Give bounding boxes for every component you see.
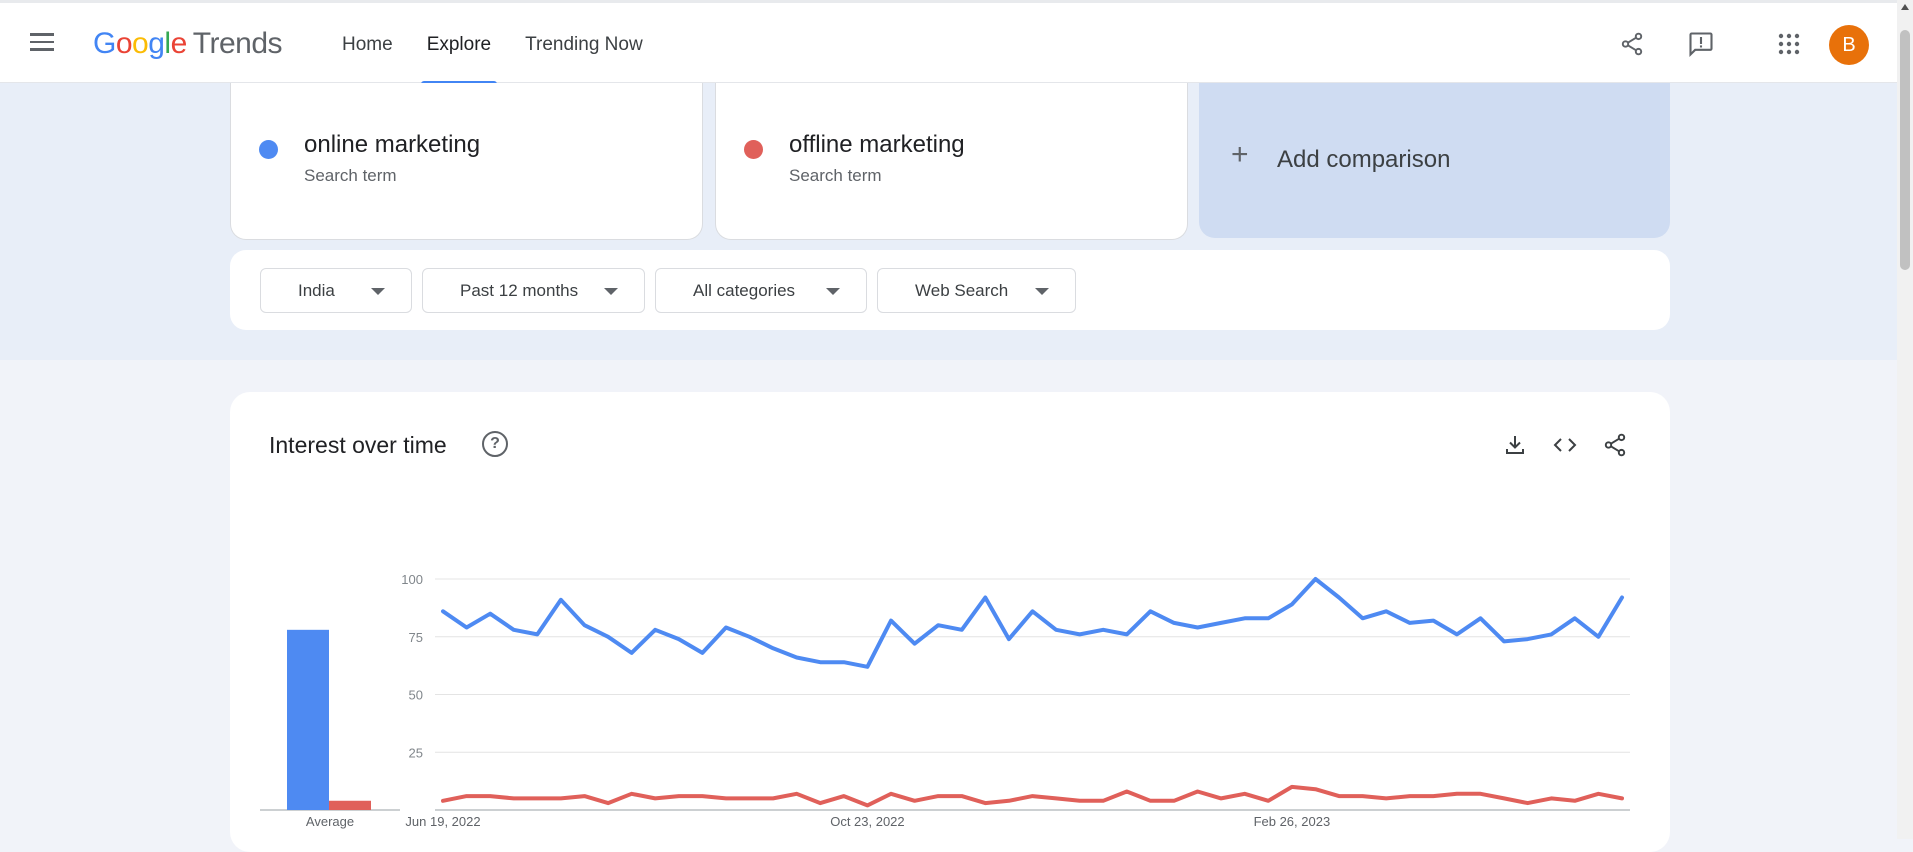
- nav-home[interactable]: Home: [342, 33, 393, 55]
- plus-icon: +: [1231, 138, 1249, 171]
- apps-grid-icon[interactable]: [1774, 29, 1804, 59]
- caret-down-icon: [604, 288, 618, 295]
- explore-header: online marketing Search term offline mar…: [0, 83, 1897, 360]
- y-tick-label: 25: [409, 745, 423, 760]
- search-term-card[interactable]: online marketing Search term: [230, 83, 703, 240]
- search-term-subtitle: Search term: [304, 166, 397, 185]
- x-tick-label: Jun 19, 2022: [405, 814, 480, 829]
- series-color-dot: [744, 140, 763, 159]
- filter-bar: India Past 12 months All categories Web …: [230, 250, 1670, 330]
- share-icon[interactable]: [1600, 430, 1630, 460]
- y-tick-label: 50: [409, 688, 423, 703]
- main-nav: Home Explore Trending Now: [325, 3, 660, 86]
- google-trends-logo[interactable]: Google Trends: [93, 27, 283, 60]
- scrollbar-thumb[interactable]: [1900, 30, 1910, 270]
- average-label: Average: [306, 814, 354, 829]
- x-tick-label: Feb 26, 2023: [1254, 814, 1331, 829]
- caret-down-icon: [371, 288, 385, 295]
- feedback-icon[interactable]: [1686, 29, 1716, 59]
- category-dropdown[interactable]: All categories: [655, 268, 867, 313]
- menu-icon[interactable]: [30, 33, 56, 53]
- time-range-dropdown[interactable]: Past 12 months: [422, 268, 645, 313]
- avatar[interactable]: B: [1829, 25, 1869, 65]
- interest-over-time-panel: Interest over time ? 100 75 50 25 Jun 19, 20…: [230, 392, 1670, 852]
- search-term-subtitle: Search term: [789, 166, 882, 185]
- add-comparison-label: Add comparison: [1277, 146, 1451, 173]
- average-bar: [329, 800, 371, 810]
- series-line: [441, 577, 1624, 669]
- add-comparison-button[interactable]: + Add comparison: [1199, 83, 1670, 238]
- y-tick-label: 75: [409, 630, 423, 645]
- embed-icon[interactable]: [1550, 430, 1580, 460]
- top-app-bar: Google Trends Home Explore Trending Now B: [0, 0, 1913, 86]
- caret-down-icon: [1035, 288, 1049, 295]
- interest-over-time-chart: 100 75 50 25 Jun 19, 2022 Oct 23, 2022 Feb 26,…: [260, 572, 1630, 829]
- y-tick-label: 100: [401, 572, 423, 587]
- average-bar: [287, 629, 329, 810]
- x-tick-label: Oct 23, 2022: [830, 814, 904, 829]
- share-icon[interactable]: [1617, 29, 1647, 59]
- region-dropdown[interactable]: India: [260, 268, 412, 313]
- search-term-title: online marketing: [304, 131, 481, 158]
- series-line: [441, 784, 1624, 808]
- nav-trending-now[interactable]: Trending Now: [525, 33, 643, 55]
- download-icon[interactable]: [1500, 430, 1530, 460]
- nav-explore[interactable]: Explore: [410, 3, 508, 86]
- panel-title: Interest over time: [269, 432, 447, 458]
- search-term-card[interactable]: offline marketing Search term: [715, 83, 1188, 240]
- series-color-dot: [259, 140, 278, 159]
- caret-down-icon: [826, 288, 840, 295]
- search-type-dropdown[interactable]: Web Search: [877, 268, 1076, 313]
- page-scrollbar[interactable]: [1897, 0, 1913, 839]
- scroll-up-arrow-icon[interactable]: [1901, 4, 1909, 10]
- help-icon[interactable]: ?: [482, 431, 508, 457]
- search-term-title: offline marketing: [789, 131, 965, 158]
